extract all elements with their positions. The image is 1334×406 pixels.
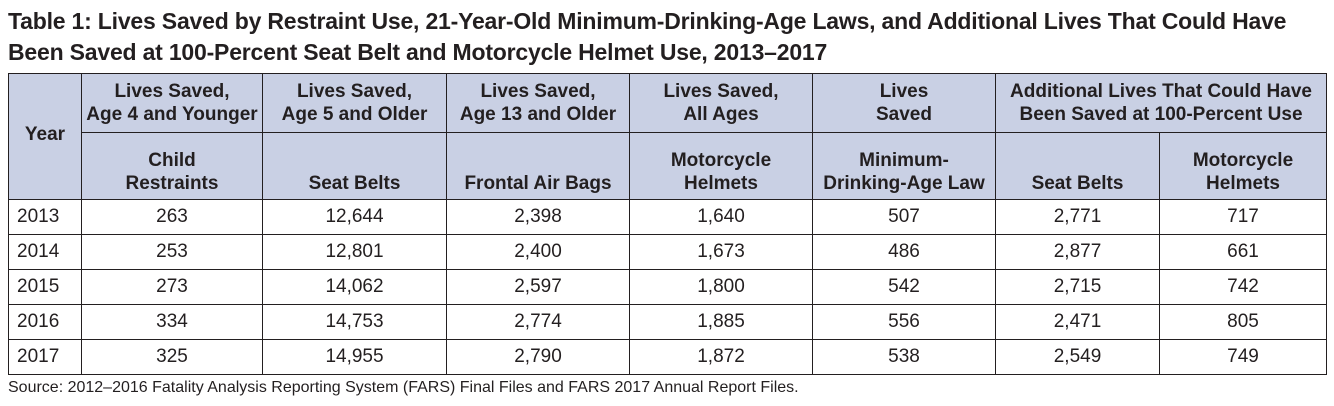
sub-header-child-restraints: Child Restraints [81,132,263,200]
source-note: Source: 2012–2016 Fatality Analysis Repo… [8,379,799,396]
value-cell: 2,597 [446,269,630,305]
year-cell: 2014 [8,234,82,270]
group-header-line: Age 5 and Older [281,104,428,125]
group-header-additional-lives: Additional Lives That Could Have Been Sa… [994,73,1328,133]
group-header-line: Age 4 and Younger [86,104,258,125]
sub-header-line: Helmets [1206,173,1280,194]
sub-header-line: Child [148,150,196,171]
group-header-line: Been Saved at 100-Percent Use [1019,104,1303,125]
group-header-air-bags: Lives Saved, Age 13 and Older [446,73,630,133]
value-cell: 538 [812,339,996,375]
value-cell: 749 [1158,339,1328,375]
group-header-line: Age 13 and Older [459,104,617,125]
value-cell: 273 [81,269,263,305]
value-cell: 14,753 [262,304,447,340]
sub-header-line: Restraints [125,173,219,194]
value-cell: 2,549 [995,339,1160,375]
value-cell: 1,885 [629,304,813,340]
year-cell: 2016 [8,304,82,340]
sub-header-additional-motorcycle-helmets: Motorcycle Helmets [1158,132,1328,200]
value-cell: 1,640 [629,199,813,235]
sub-header-row: Child Restraints Seat Belts Frontal Air … [9,132,1328,200]
value-cell: 12,644 [262,199,447,235]
sub-header-motorcycle-helmets: Motorcycle Helmets [629,132,813,200]
group-header-line: Lives [879,81,929,102]
value-cell: 507 [812,199,996,235]
group-header-line: Saved [876,104,932,125]
group-header-all-ages: Lives Saved, All Ages [629,73,813,133]
sub-header-line: Drinking-Age Law [823,173,985,194]
value-cell: 14,955 [262,339,447,375]
table-row: 2017 325 14,955 2,790 1,872 538 2,549 74… [8,339,1328,375]
sub-header-line: Helmets [684,173,758,194]
value-cell: 1,872 [629,339,813,375]
group-header-line: Additional Lives That Could Have [1010,81,1312,102]
group-header-row: Year Lives Saved, Age 4 and Younger Live… [8,73,1328,200]
value-cell: 2,471 [995,304,1160,340]
sub-header-additional-seat-belts: Seat Belts [995,132,1160,200]
group-header-seat-belts: Lives Saved, Age 5 and Older [262,73,447,133]
table-row: 2013 263 12,644 2,398 1,640 507 2,771 71… [8,199,1328,235]
group-header-line: All Ages [683,104,759,125]
sub-header-frontal-air-bags: Frontal Air Bags [446,132,630,200]
value-cell: 2,771 [995,199,1160,235]
value-cell: 742 [1158,269,1328,305]
table-title: Table 1: Lives Saved by Restraint Use, 2… [8,6,1328,68]
sub-header-line: Seat Belts [308,173,401,194]
table-title-line-2: Been Saved at 100-Percent Seat Belt and … [8,39,828,65]
value-cell: 661 [1158,234,1328,270]
table-title-line-1: Table 1: Lives Saved by Restraint Use, 2… [8,8,1287,34]
group-header-line: Lives Saved, [114,81,230,102]
table-row: 2014 253 12,801 2,400 1,673 486 2,877 66… [8,234,1328,270]
value-cell: 805 [1158,304,1328,340]
value-cell: 2,400 [446,234,630,270]
group-header-lives-saved: Lives Saved [812,73,996,133]
value-cell: 14,062 [262,269,447,305]
group-header-line: Lives Saved, [296,81,413,102]
value-cell: 2,790 [446,339,630,375]
value-cell: 334 [81,304,263,340]
value-cell: 486 [812,234,996,270]
value-cell: 2,398 [446,199,630,235]
value-cell: 1,673 [629,234,813,270]
year-column-header: Year [8,73,82,200]
sub-header-seat-belts: Seat Belts [262,132,447,200]
value-cell: 556 [812,304,996,340]
value-cell: 542 [812,269,996,305]
table-header: Year Lives Saved, Age 4 and Younger Live… [8,73,1328,200]
sub-header-line: Frontal Air Bags [464,173,612,194]
value-cell: 12,801 [262,234,447,270]
group-header-child: Lives Saved, Age 4 and Younger [81,73,263,133]
value-cell: 1,800 [629,269,813,305]
value-cell: 2,877 [995,234,1160,270]
lives-saved-table: Year Lives Saved, Age 4 and Younger Live… [8,73,1328,375]
table-body: 2013 263 12,644 2,398 1,640 507 2,771 71… [8,199,1328,375]
sub-header-line: Minimum- [859,150,949,171]
value-cell: 253 [81,234,263,270]
value-cell: 717 [1158,199,1328,235]
sub-header-line: Motorcycle [670,150,772,171]
sub-header-line: Seat Belts [1031,173,1124,194]
group-header-line: Lives Saved, [663,81,779,102]
year-cell: 2015 [8,269,82,305]
year-cell: 2013 [8,199,82,235]
value-cell: 2,715 [995,269,1160,305]
table-row: 2016 334 14,753 2,774 1,885 556 2,471 80… [8,304,1328,340]
value-cell: 325 [81,339,263,375]
sub-header-drinking-age-law: Minimum- Drinking-Age Law [812,132,996,200]
group-header-line: Lives Saved, [480,81,596,102]
table-row: 2015 273 14,062 2,597 1,800 542 2,715 74… [8,269,1328,305]
sub-header-line: Motorcycle [1192,150,1294,171]
value-cell: 2,774 [446,304,630,340]
value-cell: 263 [81,199,263,235]
year-cell: 2017 [8,339,82,375]
